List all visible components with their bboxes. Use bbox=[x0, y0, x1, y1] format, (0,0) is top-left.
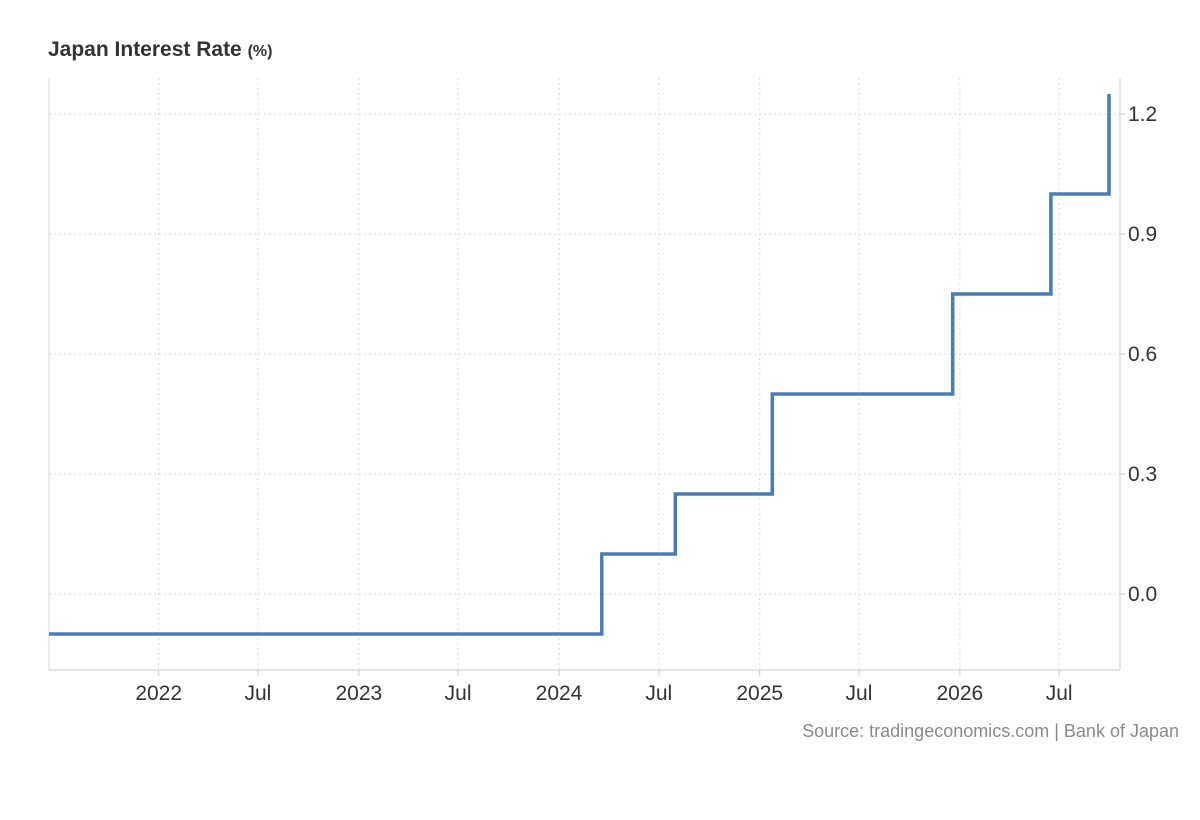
chart-title: Japan Interest Rate (%) bbox=[48, 38, 273, 61]
x-tick-label: 2023 bbox=[335, 682, 382, 705]
axes bbox=[48, 78, 1126, 676]
x-tick-label: Jul bbox=[645, 682, 672, 705]
x-tick-label: 2026 bbox=[937, 682, 984, 705]
x-tick-label: Jul bbox=[846, 682, 873, 705]
grid-lines bbox=[49, 78, 1120, 670]
x-tick-label: Jul bbox=[245, 682, 272, 705]
x-tick-label: 2022 bbox=[135, 682, 182, 705]
source-note: Source: tradingeconomics.com | Bank of J… bbox=[802, 721, 1179, 741]
y-tick-label: 1.2 bbox=[1128, 103, 1157, 126]
y-tick-label: 0.9 bbox=[1128, 223, 1157, 246]
y-tick-label: 0.6 bbox=[1128, 343, 1157, 366]
y-tick-label: 0.3 bbox=[1128, 463, 1157, 486]
x-axis-ticks: 2022 Jul 2023 Jul 2024 Jul 2025 Jul 2026 Jul bbox=[135, 682, 1072, 705]
interest-rate-line bbox=[49, 94, 1111, 636]
x-tick-label: 2024 bbox=[536, 682, 583, 705]
x-tick-label: Jul bbox=[1046, 682, 1073, 705]
series bbox=[49, 94, 1111, 636]
y-axis-ticks: 0.0 0.3 0.6 0.9 1.2 bbox=[1128, 103, 1157, 606]
x-tick-label: 2025 bbox=[736, 682, 783, 705]
y-tick-label: 0.0 bbox=[1128, 583, 1157, 606]
chart-unit: (%) bbox=[247, 43, 273, 60]
x-tick-label: Jul bbox=[445, 682, 472, 705]
